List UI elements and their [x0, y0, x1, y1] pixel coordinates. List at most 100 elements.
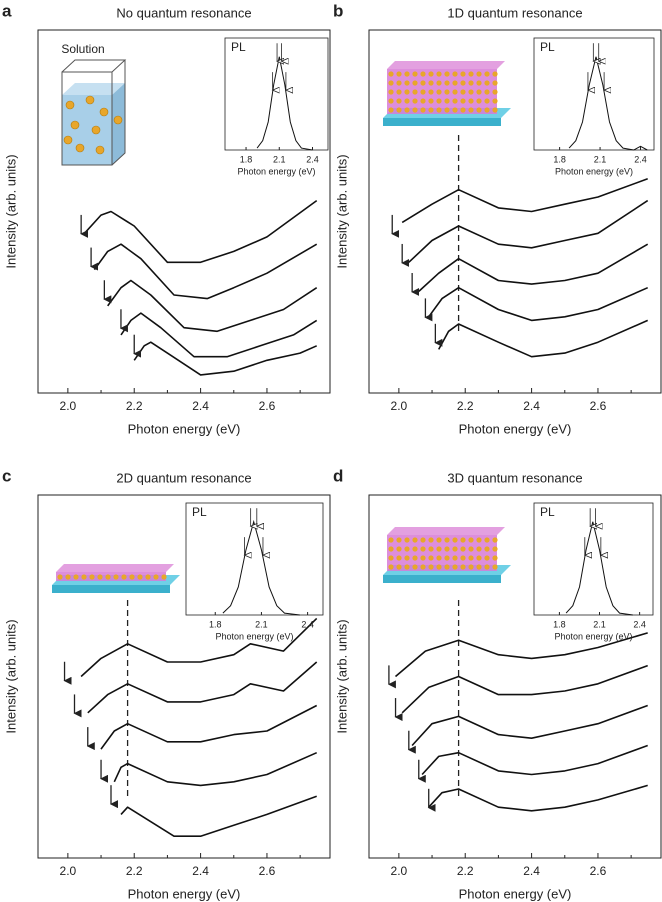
nanocrystal [91, 125, 101, 135]
nanocrystal [396, 71, 402, 77]
spectrum [93, 243, 318, 300]
spectrum [87, 661, 318, 714]
spectrum [113, 751, 318, 787]
superlattice-top [56, 564, 174, 572]
nanocrystal [388, 555, 394, 561]
nanocrystal [420, 98, 426, 104]
nanocrystal [388, 71, 394, 77]
nanocrystal [428, 89, 434, 95]
nanocrystal [444, 89, 450, 95]
nanocrystal [452, 537, 458, 543]
substrate-front [52, 585, 170, 593]
nanocrystal [95, 145, 105, 155]
nanocrystal [460, 89, 466, 95]
nanocrystal [460, 80, 466, 86]
liquid-top [62, 83, 125, 95]
nanocrystal [388, 98, 394, 104]
nanocrystal [75, 143, 85, 153]
nanocrystal [492, 564, 498, 570]
nanocrystal [452, 555, 458, 561]
nanocrystal [428, 98, 434, 104]
nanocrystal [436, 537, 442, 543]
superlattice-top [387, 527, 505, 535]
nanocrystal [484, 80, 490, 86]
superlattice [56, 572, 166, 581]
nanocrystal [436, 98, 442, 104]
nanocrystal [460, 537, 466, 543]
spectrum [120, 795, 317, 837]
y-axis-label: Intensity (arb. units) [334, 154, 349, 268]
nanocrystal [428, 80, 434, 86]
nanocrystal [396, 564, 402, 570]
x-tick-label: 2.0 [60, 399, 77, 413]
nanocrystal [412, 89, 418, 95]
nanocrystal [444, 71, 450, 77]
nanocrystal [468, 564, 474, 570]
inset-x-label: Photon energy (eV) [554, 631, 632, 641]
nanocrystal [468, 71, 474, 77]
nanocrystal [412, 80, 418, 86]
nanocrystal [444, 537, 450, 543]
nanocrystal [420, 546, 426, 552]
nanocrystal [460, 71, 466, 77]
x-axis-label: Photon energy (eV) [128, 421, 241, 436]
nanocrystal [97, 574, 103, 580]
nanocrystal [412, 564, 418, 570]
nanocrystal [452, 71, 458, 77]
spectrum [428, 286, 649, 322]
spectrum [418, 243, 649, 292]
nanocrystal [57, 574, 63, 580]
illustration [383, 61, 511, 126]
inset-frame [533, 37, 655, 151]
nanocrystal [73, 574, 79, 580]
nanocrystal [460, 555, 466, 561]
nanocrystal [468, 89, 474, 95]
spectrum [107, 279, 318, 333]
nanocrystal [396, 89, 402, 95]
pl-spectrum [222, 519, 300, 616]
nanocrystal [492, 107, 498, 113]
inset-x-tick-label: 2.1 [594, 154, 607, 164]
nanocrystal [428, 546, 434, 552]
panel-letter: a [2, 1, 12, 20]
nanocrystal [153, 574, 159, 580]
spectrum [401, 664, 648, 714]
nanocrystal [404, 89, 410, 95]
nanocrystal [404, 537, 410, 543]
inset-x-tick-label: 2.4 [301, 619, 314, 629]
nanocrystal [105, 574, 111, 580]
x-axis-label: Photon energy (eV) [128, 886, 241, 901]
nanocrystal [444, 546, 450, 552]
inset-frame [185, 502, 324, 616]
spectrum [437, 319, 649, 358]
nanocrystal [404, 80, 410, 86]
nanocrystal [388, 89, 394, 95]
nanocrystal [484, 564, 490, 570]
nanocrystal [436, 555, 442, 561]
nanocrystal [492, 546, 498, 552]
spectrum [408, 199, 649, 263]
nanocrystal [484, 107, 490, 113]
spectrum [100, 704, 318, 750]
nanocrystal [428, 537, 434, 543]
nanocrystal [85, 95, 95, 105]
x-tick-label: 2.2 [457, 399, 474, 413]
nanocrystal [436, 80, 442, 86]
nanocrystal [113, 574, 119, 580]
nanocrystal [444, 98, 450, 104]
pl-spectrum [568, 56, 648, 151]
nanocrystal [412, 546, 418, 552]
nanocrystal [412, 71, 418, 77]
nanocrystal [452, 546, 458, 552]
panel-letter: d [333, 466, 343, 485]
nanocrystal [484, 555, 490, 561]
panel-letter: b [333, 1, 343, 20]
nanocrystal [161, 574, 167, 580]
nanocrystal [420, 537, 426, 543]
spectrum [133, 341, 318, 376]
nanocrystal [404, 546, 410, 552]
nanocrystal [420, 71, 426, 77]
superlattice-top [387, 61, 505, 69]
pl-spectrum [565, 521, 633, 616]
